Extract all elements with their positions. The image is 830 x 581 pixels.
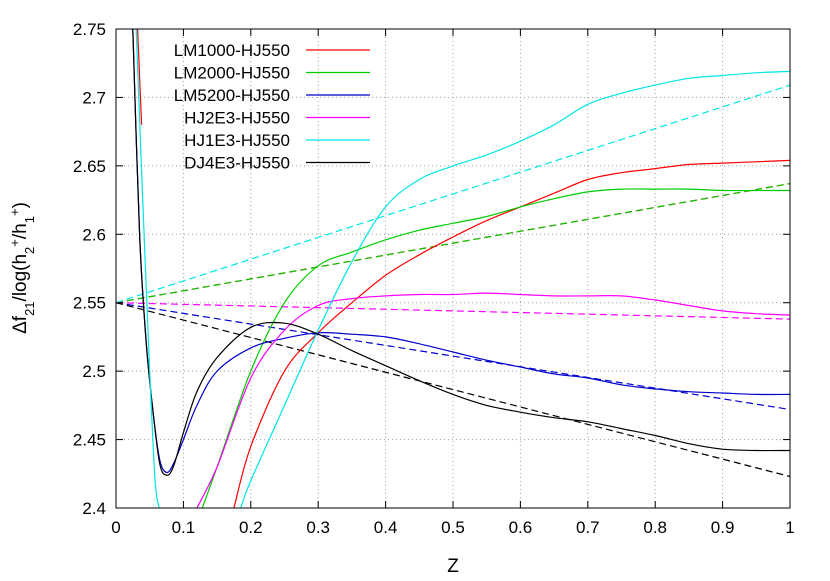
dashed-fit-line-unnamed [116, 183, 790, 304]
x-tick-label: 0.9 [711, 518, 735, 537]
legend-label-dj4e3-hj550: DJ4E3-HJ550 [184, 154, 290, 173]
x-tick-label: 0.1 [172, 518, 196, 537]
series-line-lm1000-hj550 [233, 159, 790, 508]
series-line-unnamed [137, 29, 143, 125]
x-tick-label: 0.7 [576, 518, 600, 537]
x-axis-label: Z [447, 556, 459, 577]
dashed-fit-line-unnamed [116, 84, 790, 304]
legend-label-lm1000-hj550: LM1000-HJ550 [174, 41, 290, 60]
series-line-unnamed [135, 29, 160, 508]
x-tick-label: 0.3 [306, 518, 330, 537]
y-tick-label: 2.7 [82, 88, 106, 107]
x-tick-label: 0 [111, 518, 120, 537]
y-tick-label: 2.4 [82, 499, 106, 518]
series-line-dj4e3-hj550 [132, 29, 790, 476]
dashed-fit-line-unnamed [116, 302, 790, 411]
y-tick-label: 2.5 [82, 362, 106, 381]
y-tick-labels: 2.4 2.45 2.5 2.55 2.6 2.65 2.7 2.75 [73, 20, 106, 518]
x-tick-labels: 0 0.1 0.2 0.3 0.4 0.5 0.6 0.7 0.8 0.9 1 [111, 518, 794, 537]
y-tick-label: 2.6 [82, 225, 106, 244]
legend-label-hj1e3-hj550: HJ1E3-HJ550 [184, 131, 290, 150]
dashed-fit-line-unnamed [116, 302, 790, 320]
dashed-fit-lines [116, 84, 790, 478]
y-tick-label: 2.75 [73, 20, 106, 39]
legend-label-hj2e3-hj550: HJ2E3-HJ550 [184, 109, 290, 128]
series-line-hj2e3-hj550 [196, 292, 790, 508]
y-tick-label: 2.65 [73, 157, 106, 176]
y-tick-label: 2.55 [73, 294, 106, 313]
x-tick-label: 0.4 [374, 518, 398, 537]
legend-label-lm5200-hj550: LM5200-HJ550 [174, 86, 290, 105]
series-lines [132, 29, 790, 508]
x-tick-label: 0.6 [509, 518, 533, 537]
dashed-fit-line-unnamed [116, 302, 790, 478]
y-tick-label: 2.45 [73, 431, 106, 450]
legend: LM1000-HJ550 LM2000-HJ550 LM5200-HJ550 HJ2E… [174, 41, 370, 173]
axis-ticks [115, 28, 791, 509]
series-line-lm2000-hj550 [201, 188, 790, 508]
x-tick-label: 1 [785, 518, 794, 537]
x-tick-label: 0.8 [643, 518, 667, 537]
series-line-hj1e3-hj550 [240, 70, 790, 508]
legend-label-lm2000-hj550: LM2000-HJ550 [174, 64, 290, 83]
x-tick-label: 0.5 [441, 518, 465, 537]
x-tick-label: 0.2 [239, 518, 263, 537]
y-axis-label: Δf21/log(h2+/h1+) [7, 202, 37, 334]
